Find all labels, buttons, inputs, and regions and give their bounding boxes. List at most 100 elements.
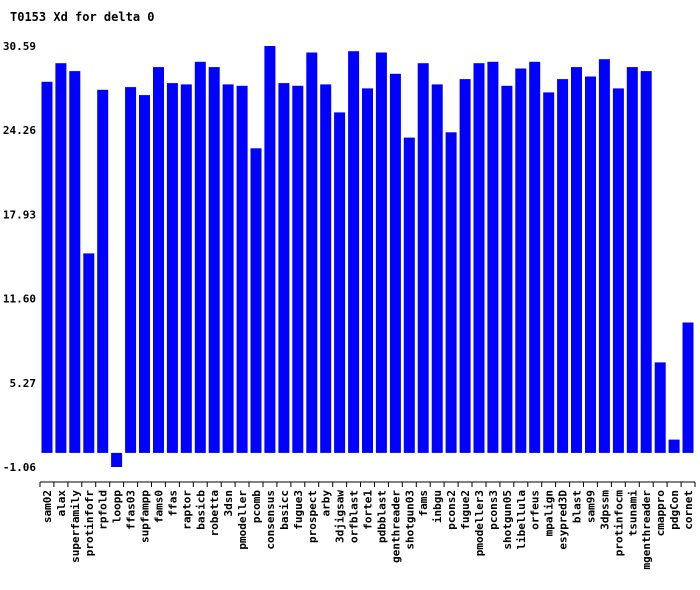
x-tick-label: cornet	[682, 490, 695, 530]
bar-3dpssm	[598, 59, 610, 453]
x-tick-label: consensus	[264, 490, 277, 550]
bars	[41, 46, 694, 467]
bar-pcomb	[250, 148, 262, 453]
y-tick-label: -1.06	[3, 461, 36, 474]
bar-esypred3D	[557, 79, 569, 453]
bar-shotgun03	[403, 137, 415, 453]
y-tick-label: 11.60	[3, 293, 36, 306]
x-tick-label: raptor	[180, 490, 193, 530]
x-tick-label: mgenthreader	[640, 490, 653, 570]
y-axis: 30.59 24.26 17.93 11.60 5.27 -1.06	[3, 40, 36, 474]
x-tick-label: pcomb	[250, 490, 263, 523]
bar-alax	[55, 63, 67, 453]
x-tick-label: protinfocm	[612, 490, 625, 557]
bar-pmodeller	[236, 85, 248, 453]
bar-consensus	[264, 46, 276, 453]
bar-sam02	[41, 81, 53, 453]
bar-libellula	[515, 68, 527, 453]
x-axis: sam02 alax superfamily protinfofr rpfold loop…	[39, 481, 696, 570]
bar-cornet	[682, 322, 694, 453]
x-tick-label: ffas	[166, 490, 179, 517]
bar-sam99	[585, 76, 596, 453]
bar-tsunami	[626, 67, 638, 453]
x-tick-label: libellula	[515, 490, 528, 550]
bar-pcons3	[487, 61, 499, 453]
bar-fugue2	[459, 79, 471, 453]
x-tick-label: basicc	[278, 490, 291, 530]
x-tick-label: forte1	[362, 490, 375, 530]
bar-superfamily	[69, 71, 81, 453]
x-tick-label: loopp	[111, 490, 124, 523]
bar-supfampp	[139, 95, 150, 453]
x-tick-label: shotgun03	[403, 490, 416, 550]
bar-pdgCon	[668, 439, 680, 453]
bar-orfblast	[348, 51, 360, 453]
x-tick-label: 3djigsaw	[334, 490, 347, 543]
x-tick-label: fams	[417, 490, 430, 517]
bar-ffas03	[125, 87, 137, 453]
x-tick-label: robetta	[208, 490, 221, 536]
x-tick-label: pcons2	[445, 490, 458, 530]
x-tick-label: esypred3D	[557, 490, 570, 550]
bar-cmappro	[654, 362, 666, 453]
x-tick-label: 3dsn	[222, 490, 235, 517]
x-tick-label: sam02	[41, 490, 54, 523]
bar-basicb	[194, 61, 206, 453]
x-tick-label: supfampp	[139, 490, 152, 543]
x-tick-label: protinfofr	[83, 490, 96, 557]
bar-inbgu	[431, 84, 443, 453]
x-tick-label: mpalign	[543, 490, 556, 536]
x-tick-label: tsunami	[626, 490, 639, 537]
x-tick-label: fams0	[153, 490, 166, 523]
bar-pcons2	[445, 132, 457, 453]
x-tick-label: pmodeller	[236, 490, 249, 550]
bar-fams0	[153, 67, 164, 453]
bar-pmodeller3	[473, 63, 485, 453]
x-tick-label: ffas03	[125, 490, 138, 530]
bar-pdbblast	[375, 52, 387, 453]
x-tick-label: sam99	[585, 490, 598, 523]
x-tick-label: pdgCon	[668, 490, 681, 530]
x-tick-label: genthreader	[389, 490, 402, 563]
bar-orfeus	[529, 61, 541, 453]
x-tick-label: fugue3	[292, 490, 305, 530]
x-tick-label: arby	[320, 490, 333, 517]
x-tick-label: alax	[55, 490, 68, 517]
y-tick-label: 30.59	[3, 40, 36, 53]
x-tick-label: basicb	[194, 490, 207, 530]
y-tick-label: 24.26	[3, 124, 36, 137]
x-tick-label: rpfold	[97, 490, 110, 530]
bar-mpalign	[543, 92, 555, 453]
bar-protinfocm	[612, 88, 624, 453]
bar-robetta	[208, 67, 220, 453]
x-tick-label: orfeus	[529, 490, 542, 530]
x-tick-label: orfblast	[348, 490, 361, 543]
bar-3djigsaw	[334, 112, 346, 453]
x-tick-label: 3dpssm	[598, 490, 611, 530]
bar-ffas	[166, 83, 178, 453]
x-tick-label: superfamily	[69, 490, 82, 563]
bar-fams	[417, 63, 429, 453]
x-tick-label: cmappro	[654, 490, 667, 537]
bar-raptor	[180, 84, 192, 453]
bar-prospect	[306, 52, 318, 453]
x-tick-label: shotgun05	[501, 490, 514, 550]
x-tick-label: inbgu	[431, 490, 444, 523]
bar-genthreader	[389, 73, 401, 453]
x-tick-label: pcons3	[487, 490, 500, 530]
bar-basicc	[278, 83, 290, 453]
bar-fugue3	[292, 85, 304, 453]
bar-shotgun05	[501, 85, 513, 453]
x-tick-label: blast	[571, 490, 584, 523]
bar-forte1	[362, 88, 373, 453]
bar-arby	[320, 84, 332, 453]
x-tick-label: pmodeller3	[473, 490, 486, 556]
bar-mgenthreader	[640, 71, 652, 453]
bar-protinfofr	[83, 253, 95, 453]
chart-title: T0153 Xd for delta 0	[10, 10, 155, 24]
y-tick-label: 5.27	[10, 377, 37, 390]
bar-rpfold	[97, 89, 109, 453]
x-tick-label: fugue2	[459, 490, 472, 530]
bar-loopp	[111, 452, 123, 467]
